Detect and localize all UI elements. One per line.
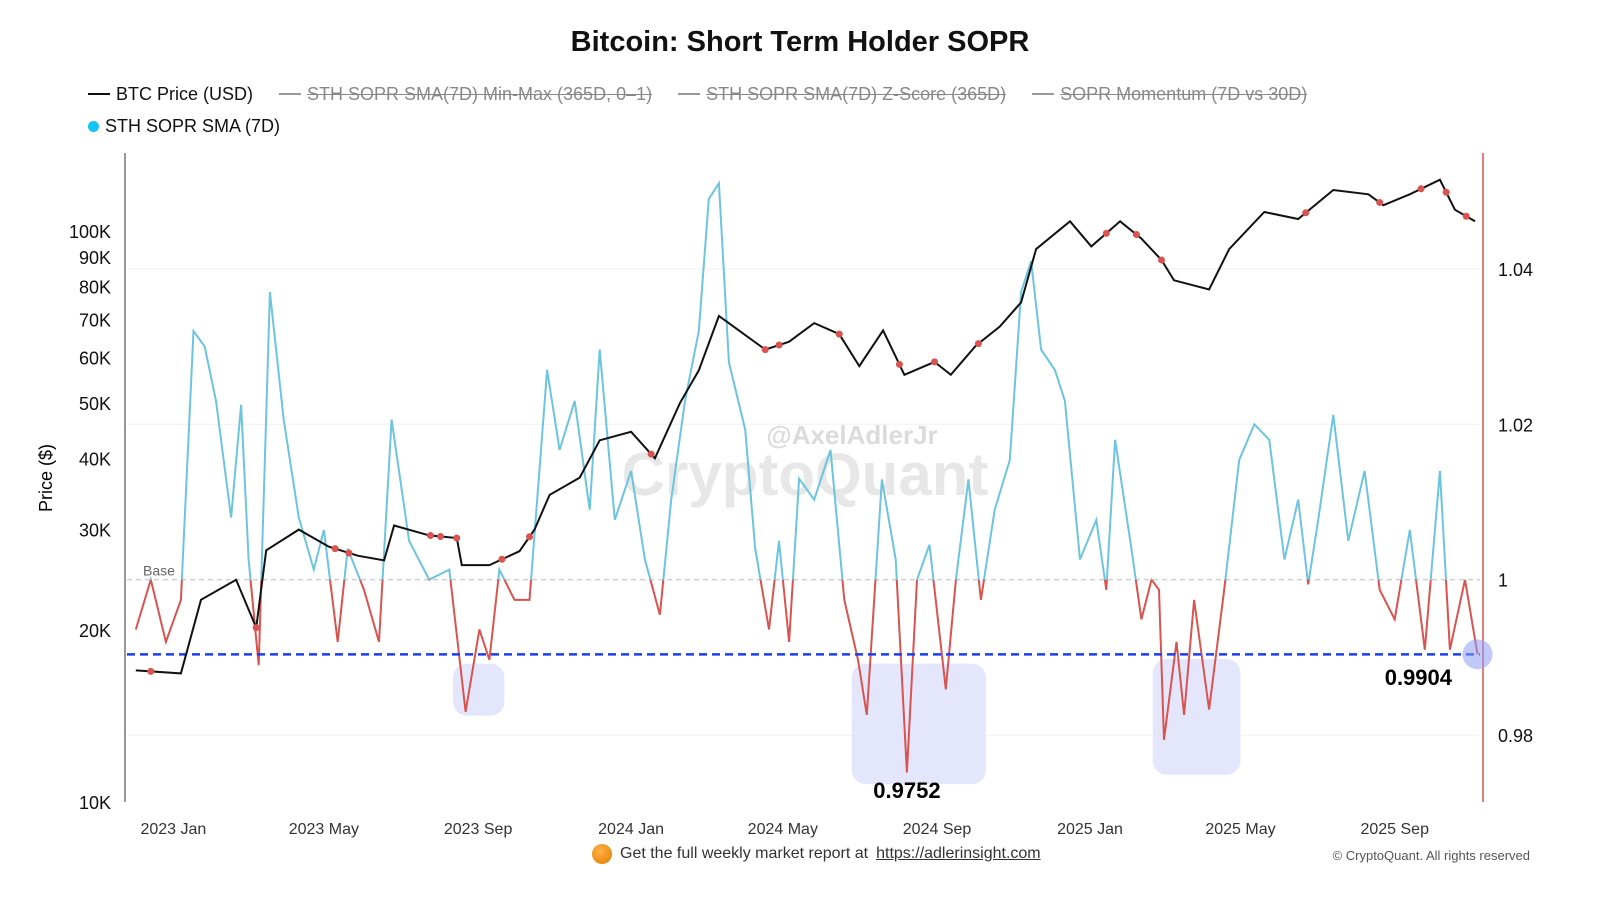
latest-point-highlight — [1462, 639, 1493, 670]
footer-text: Get the full weekly market report at — [620, 845, 869, 862]
line-swatch-icon — [279, 93, 302, 95]
right-tick-label: 1 — [1498, 571, 1508, 591]
price-marker — [252, 624, 260, 632]
price-marker — [436, 532, 444, 540]
legend: BTC Price (USD) STH SOPR SMA(7D) Min-Max… — [88, 78, 1307, 142]
left-tick-label: 60K — [79, 349, 111, 369]
price-marker — [453, 534, 461, 542]
legend-label: STH SOPR SMA(7D) Min-Max (365D, 0–1) — [307, 83, 653, 104]
left-tick-label: 50K — [79, 394, 111, 414]
left-tick-label: 20K — [79, 621, 111, 641]
x-tick-label: 2024 Jan — [598, 821, 664, 838]
price-marker — [498, 555, 506, 563]
copyright: © CryptoQuant. All rights reserved — [1332, 848, 1530, 863]
price-marker — [761, 346, 769, 354]
legend-item-momentum[interactable]: SOPR Momentum (7D vs 30D) — [1032, 84, 1307, 105]
price-marker — [526, 533, 534, 541]
left-tick-label: 100K — [69, 222, 111, 242]
left-tick-label: 80K — [79, 277, 111, 297]
price-line — [135, 178, 1476, 675]
report-link[interactable]: https://adlerinsight.com — [876, 845, 1041, 862]
price-marker — [974, 340, 982, 348]
legend-label: STH SOPR SMA(7D) Z-Score (365D) — [706, 83, 1007, 104]
highlight-region — [453, 663, 505, 716]
right-tick-label: 0.98 — [1498, 726, 1533, 746]
price-marker — [1376, 198, 1384, 206]
right-tick-label: 1.02 — [1498, 415, 1533, 435]
line-swatch-icon — [88, 93, 110, 95]
chart-title: Bitcoin: Short Term Holder SOPR — [570, 26, 1030, 58]
x-tick-label: 2023 Sep — [444, 821, 513, 838]
left-tick-label: 90K — [79, 248, 111, 268]
legend-label: SOPR Momentum (7D vs 30D) — [1060, 83, 1308, 104]
price-marker — [1462, 212, 1470, 220]
price-marker — [1102, 229, 1110, 237]
price-marker — [931, 358, 939, 366]
price-marker — [1302, 209, 1310, 217]
price-marker — [1157, 256, 1165, 264]
x-tick-label: 2024 Sep — [903, 821, 972, 838]
x-tick-label: 2023 May — [289, 821, 359, 838]
legend-label: STH SOPR SMA (7D) — [105, 115, 281, 136]
right-tick-label: 1.04 — [1498, 260, 1533, 280]
legend-item-btc-price[interactable]: BTC Price (USD) — [88, 84, 253, 105]
price-marker — [775, 341, 783, 349]
x-tick-label: 2025 Jan — [1057, 821, 1123, 838]
left-tick-label: 30K — [79, 521, 111, 541]
price-marker — [1417, 185, 1425, 193]
price-marker — [345, 549, 353, 557]
x-tick-label: 2024 May — [748, 821, 818, 838]
price-marker — [835, 330, 843, 338]
left-tick-label: 70K — [79, 310, 111, 330]
price-marker — [1442, 188, 1450, 196]
latest-value-label: 0.9904 — [1385, 665, 1453, 690]
coin-icon — [592, 844, 612, 864]
left-tick-label: 40K — [79, 449, 111, 469]
price-marker — [331, 545, 339, 553]
price-marker — [1132, 231, 1140, 239]
min-value-label: 0.9752 — [873, 778, 940, 803]
price-marker — [895, 360, 903, 368]
legend-item-minmax[interactable]: STH SOPR SMA(7D) Min-Max (365D, 0–1) — [279, 84, 652, 105]
legend-item-zscore[interactable]: STH SOPR SMA(7D) Z-Score (365D) — [678, 84, 1006, 105]
left-axis-label: Price ($) — [36, 444, 56, 512]
price-marker — [147, 667, 155, 675]
highlight-region — [851, 663, 986, 785]
price-marker — [426, 532, 434, 540]
price-marker — [647, 450, 655, 458]
left-tick-label: 10K — [79, 793, 111, 813]
x-tick-label: 2025 May — [1205, 821, 1275, 838]
footer: Get the full weekly market report at htt… — [592, 844, 1041, 864]
highlight-region — [1152, 658, 1241, 775]
watermark-logo: CryptoQuant — [622, 441, 989, 508]
line-swatch-icon — [1032, 93, 1055, 95]
legend-label: BTC Price (USD) — [116, 83, 254, 104]
line-swatch-icon — [678, 93, 701, 95]
dot-swatch-icon — [88, 120, 99, 132]
x-tick-label: 2023 Jan — [140, 821, 206, 838]
legend-item-sth-sopr[interactable]: STH SOPR SMA (7D) — [88, 116, 280, 137]
base-label: Base — [143, 563, 175, 579]
x-tick-label: 2025 Sep — [1360, 821, 1429, 838]
watermark-handle: @AxelAdlerJr — [766, 420, 937, 450]
